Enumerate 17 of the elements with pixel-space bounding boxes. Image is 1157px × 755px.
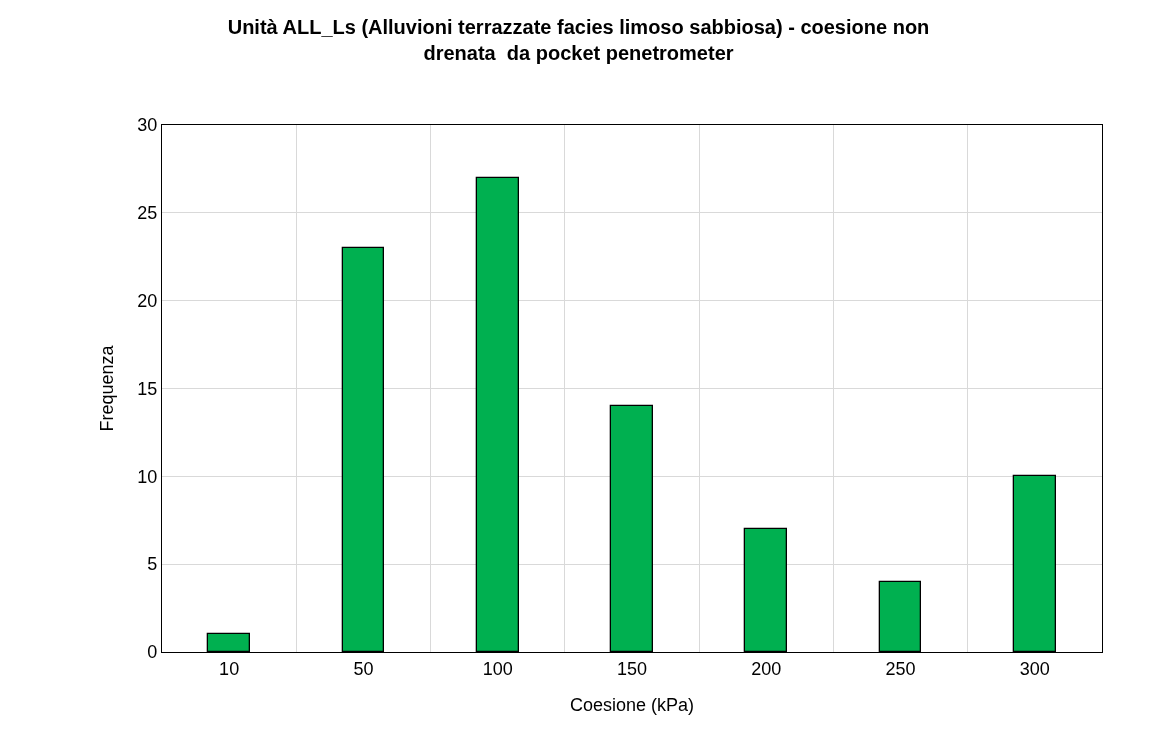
y-tick-label: 25 [137,203,158,224]
y-tick-label: 15 [137,378,158,399]
y-tick-label: 5 [147,554,158,575]
x-tick-label: 250 [885,658,916,679]
x-tick-label: 300 [1019,658,1050,679]
x-tick-label: 50 [353,658,374,679]
y-tick-label: 0 [147,642,158,663]
x-tick-label: 100 [482,658,513,679]
chart-title: Unità ALL_Ls (Alluvioni terrazzate facies limoso sabbiosa) - coesione non drenata da pocket penetrometer [227,15,930,64]
x-tick-label: 200 [751,658,782,679]
x-tick-label: 10 [219,658,240,679]
y-axis-title: Frequenza [97,344,118,432]
y-tick-label: 30 [137,115,158,136]
y-tick-label: 20 [137,290,158,311]
y-tick-label: 10 [137,466,158,487]
x-axis-title: Coesione (kPa) [569,694,695,715]
x-tick-label: 150 [616,658,648,679]
